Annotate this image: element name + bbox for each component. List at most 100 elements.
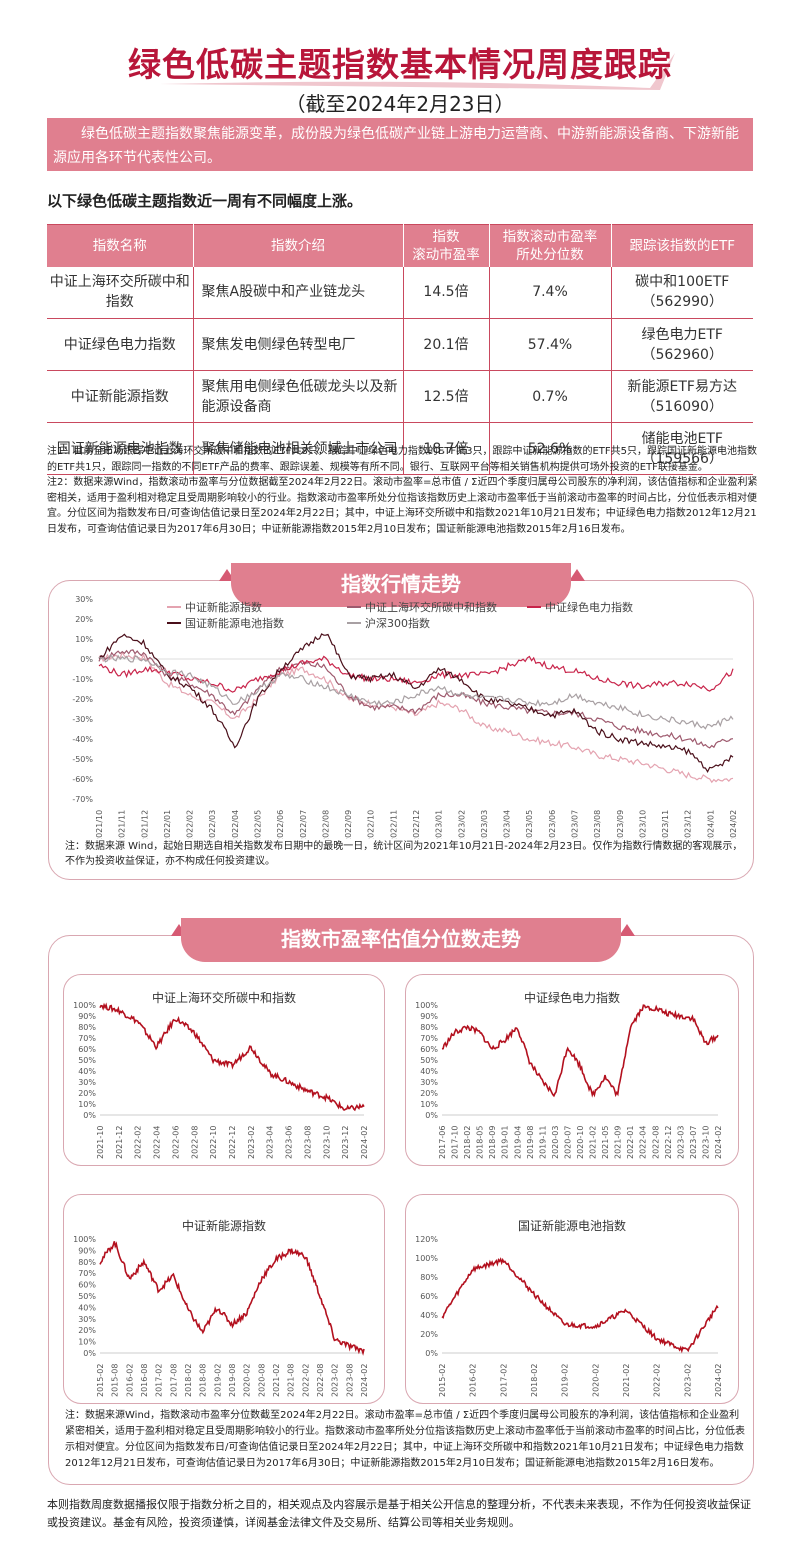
y-tick-label: -60%	[72, 775, 93, 784]
y-tick-label: 80%	[420, 1023, 438, 1032]
x-tick-label: 2020-02	[243, 1364, 252, 1397]
y-tick-label: 30%	[78, 1315, 96, 1324]
tracking-etf: 绿色电力ETF （562960）	[611, 318, 753, 371]
x-tick-label: 2024-02	[360, 1364, 369, 1397]
y-tick-label: 60%	[78, 1045, 96, 1054]
y-tick-label: 20%	[420, 1330, 438, 1339]
x-tick-label: 2024-02	[714, 1126, 723, 1159]
y-tick-label: 0%	[425, 1349, 438, 1358]
index-desc: 聚焦储能电池相关领域上市公司	[193, 422, 404, 475]
y-tick-label: 60%	[420, 1045, 438, 1054]
y-tick-label: 30%	[75, 595, 93, 604]
trend-panel: 指数行情走势 30% 20% 10% 0% -10% -20% -30% -40% -50% -6…	[48, 563, 754, 880]
x-tick-label: 2023-02	[331, 1364, 340, 1397]
y-tick-label: 40%	[420, 1067, 438, 1076]
x-tick-label: 2021/11	[118, 810, 127, 839]
x-tick-label: 2017-06	[438, 1126, 447, 1159]
index-name: 中证新能源指数	[47, 370, 194, 423]
index-name: 中证绿色电力指数	[47, 318, 194, 371]
y-tick-label: -10%	[72, 675, 93, 684]
col-header-pct: 指数滚动市盈率 所处分位数	[489, 224, 612, 267]
x-tick-label: 2022-01	[626, 1126, 635, 1159]
series-line	[98, 650, 734, 784]
y-tick-label: 100%	[415, 1001, 438, 1010]
pe-chart-note: 注：数据来源Wind，指数滚动市盈率分位数截至2024年2月22日。滚动市盈率=…	[65, 1410, 745, 1469]
x-tick-label: 2022/01	[163, 810, 172, 839]
y-tick-label: 20%	[78, 1326, 96, 1335]
x-tick-label: 2015-02	[96, 1364, 105, 1397]
x-tick-label: 2022-12	[228, 1126, 237, 1159]
x-tick-label: 2021-08	[287, 1364, 296, 1397]
index-pe: 12.5倍	[403, 370, 490, 423]
x-tick-label: 2023/02	[457, 810, 466, 839]
legend-item: 国证新能源电池指数	[167, 616, 284, 630]
series-line	[98, 654, 734, 730]
x-tick-label: 2019-01	[501, 1126, 510, 1159]
x-tick-label: 2020-03	[551, 1126, 560, 1159]
x-tick-label: 2023-08	[345, 1364, 354, 1397]
x-tick-label: 2022-06	[171, 1126, 180, 1159]
x-tick-label: 2023-03	[676, 1126, 685, 1159]
index-desc: 聚焦A股碳中和产业链龙头	[193, 266, 404, 319]
x-tick-label: 2022-02	[301, 1364, 310, 1397]
page-title: 绿色低碳主题指数基本情况周度跟踪	[128, 45, 672, 84]
x-tick-label: 2021-02	[622, 1364, 631, 1397]
disclaimer: 本则指数周度数据播报仅限于指数分析之目的，相关观点及内容展示是基于相关公开信息的…	[47, 1498, 751, 1529]
y-tick-label: 10%	[78, 1338, 96, 1347]
x-tick-label: 2023/03	[480, 810, 489, 839]
x-tick-label: 2022/07	[299, 810, 308, 839]
x-tick-label: 2020-02	[591, 1364, 600, 1397]
index-pe: 18.7倍	[403, 422, 490, 475]
index-pe: 14.5倍	[403, 266, 490, 319]
pe-percentile-line	[441, 1004, 719, 1098]
x-tick-label: 2018-02	[184, 1364, 193, 1397]
y-tick-label: 40%	[78, 1303, 96, 1312]
page-subtitle: （截至2024年2月23日）	[285, 92, 515, 116]
note-2: 注2：数据来源Wind，指数滚动市盈率与分位数据截至2024年2月22日。滚动市…	[47, 477, 758, 535]
table-row: 国证新能源电池指数 聚焦储能电池相关领域上市公司 18.7倍 52.6% 储能电池ETF…	[47, 422, 753, 475]
y-tick-label: -20%	[72, 695, 93, 704]
x-tick-label: 2023-02	[247, 1126, 256, 1159]
x-tick-label: 2018-05	[476, 1126, 485, 1159]
pe-chart-new-energy: 100% 90% 80% 70% 60% 50% 40% 30% 20% 10% 0%2015-02…	[73, 1235, 369, 1397]
y-tick-label: 50%	[78, 1056, 96, 1065]
svg-text:沪深300指数: 沪深300指数	[365, 616, 430, 630]
pe-chart-carbon-neutral: 100% 90% 80% 70% 60% 50% 40% 30% 20% 10% 0%2021-10…	[73, 1001, 369, 1159]
svg-text:中证上海环交所碳中和指数: 中证上海环交所碳中和指数	[365, 600, 497, 614]
y-tick-label: 20%	[75, 615, 93, 624]
pe-percentile-line	[441, 1257, 719, 1354]
pe-chart-battery: 120% 100% 80% 60% 40% 20% 0%2015-02 2016-02 2017…	[415, 1235, 723, 1397]
x-tick-label: 2019-08	[526, 1126, 535, 1159]
index-desc: 聚焦用电侧绿色低碳龙头以及新能源设备商	[193, 370, 404, 423]
y-tick-label: -50%	[72, 755, 93, 764]
x-tick-label: 2023-10	[322, 1126, 331, 1159]
y-tick-label: 70%	[78, 1034, 96, 1043]
intro-banner: 绿色低碳主题指数聚焦能源变革，成份股为绿色低碳产业链上游电力运营商、中游新能源设…	[47, 118, 753, 171]
y-tick-label: 10%	[78, 1100, 96, 1109]
x-tick-label: 2023/06	[548, 810, 557, 839]
x-tick-label: 2024/02	[729, 810, 738, 839]
col-header-pe: 指数 滚动市盈率	[403, 224, 490, 267]
index-name: 中证上海环交所碳中和指数	[47, 266, 194, 319]
x-tick-label: 2023/09	[616, 810, 625, 839]
x-tick-label: 2015-08	[111, 1364, 120, 1397]
x-tick-label: 2022/06	[276, 810, 285, 839]
x-tick-label: 2022-04	[153, 1126, 162, 1159]
table-row: 中证新能源指数 聚焦用电侧绿色低碳龙头以及新能源设备商 12.5倍 0.7% 新能源ET…	[47, 370, 753, 423]
y-tick-label: 90%	[78, 1246, 96, 1255]
index-pe-percentile: 0.7%	[489, 370, 612, 423]
x-tick-label: 2018-08	[199, 1364, 208, 1397]
mini-chart-title: 中证新能源指数	[181, 1219, 266, 1233]
mini-chart-carbon-neutral: 中证上海环交所碳中和指数 100% 90% 80% 70% 60% 50% 40% 30% 20…	[63, 974, 385, 1166]
x-tick-label: 2017-10	[451, 1126, 460, 1159]
col-header-etf: 跟踪该指数的ETF	[611, 224, 753, 267]
y-tick-label: 30%	[420, 1078, 438, 1087]
y-tick-label: -30%	[72, 715, 93, 724]
title-swoosh-decoration	[160, 53, 675, 90]
x-tick-label: 2023/01	[435, 810, 444, 839]
y-tick-label: 100%	[73, 1001, 96, 1010]
x-tick-label: 2022-12	[664, 1126, 673, 1159]
x-tick-label: 2016-08	[140, 1364, 149, 1397]
x-tick-label: 2018-09	[488, 1126, 497, 1159]
x-tick-label: 2023/08	[593, 810, 602, 839]
